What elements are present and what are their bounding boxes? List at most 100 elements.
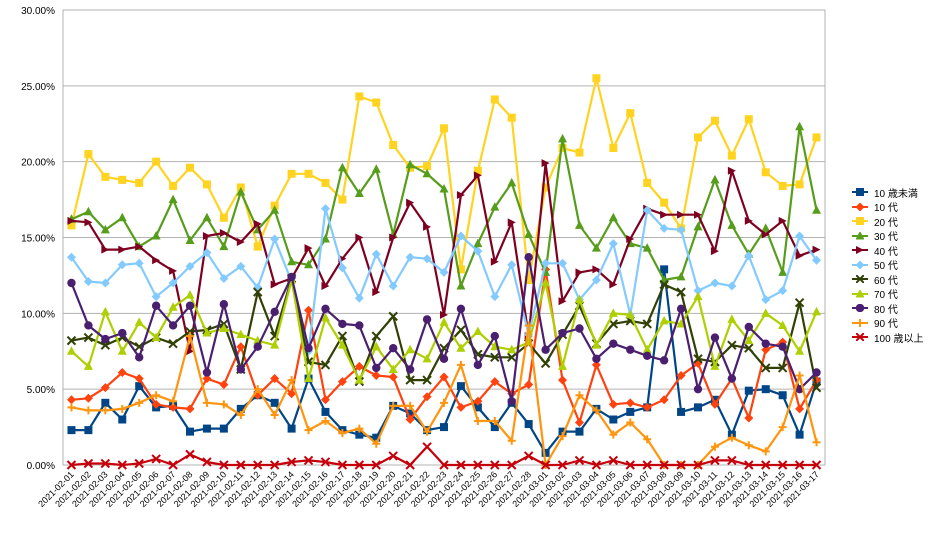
data-point <box>473 166 482 175</box>
legend-swatch <box>852 260 868 270</box>
data-point <box>100 278 110 288</box>
data-point <box>507 352 517 363</box>
data-point <box>219 400 228 409</box>
legend-marker <box>856 289 864 298</box>
data-point <box>677 210 686 219</box>
data-point <box>744 413 754 423</box>
data-point <box>422 353 432 363</box>
data-point <box>185 301 195 310</box>
data-point <box>541 345 550 354</box>
data-point <box>320 360 331 370</box>
data-point <box>304 344 313 353</box>
legend-marker-shape <box>856 188 864 197</box>
data-point <box>744 216 753 225</box>
data-point <box>795 404 805 414</box>
data-point <box>422 254 432 264</box>
data-point <box>151 230 161 240</box>
series-8 <box>67 253 821 406</box>
data-point <box>609 415 618 424</box>
data-point <box>135 178 144 187</box>
legend-item: 10 歳未満 <box>852 185 936 200</box>
data-point <box>507 436 516 445</box>
data-point <box>67 221 76 230</box>
data-point <box>456 343 466 352</box>
data-point <box>405 344 415 354</box>
data-point <box>642 243 652 252</box>
data-point <box>371 460 381 470</box>
legend-item: 20 代 <box>852 214 936 229</box>
data-point <box>591 340 601 349</box>
series-9 <box>67 321 821 469</box>
data-point <box>202 424 211 433</box>
data-point <box>558 375 568 385</box>
data-point <box>592 354 601 364</box>
data-point <box>236 329 246 339</box>
data-point <box>304 169 313 178</box>
data-point <box>168 338 178 349</box>
data-point <box>135 398 144 407</box>
data-point <box>778 423 787 432</box>
data-point <box>490 417 499 426</box>
data-point <box>219 300 229 309</box>
data-point <box>219 241 229 251</box>
data-point <box>558 427 567 436</box>
data-point <box>592 265 601 274</box>
legend-item: 90 代 <box>852 316 936 331</box>
data-point <box>303 455 314 466</box>
data-point <box>236 404 245 413</box>
data-point <box>135 242 144 251</box>
data-point <box>304 426 313 435</box>
data-point <box>795 430 804 439</box>
series-line <box>70 77 818 282</box>
legend-swatch <box>852 245 868 255</box>
data-point <box>388 372 398 382</box>
data-point <box>219 213 228 222</box>
data-point <box>642 319 652 329</box>
series-2 <box>67 74 821 284</box>
legend-item: 40 代 <box>852 243 936 258</box>
data-point <box>558 432 567 441</box>
data-point <box>626 407 635 416</box>
data-point <box>778 267 788 276</box>
data-point <box>117 212 127 222</box>
data-point <box>694 210 702 219</box>
data-point <box>608 212 618 222</box>
data-point <box>270 410 279 419</box>
data-point <box>761 363 771 373</box>
legend-swatch <box>852 303 868 313</box>
data-point <box>405 415 415 424</box>
data-point <box>744 386 753 395</box>
data-point <box>101 172 110 181</box>
data-point <box>101 406 110 415</box>
legend-label: 100 歳以上 <box>874 333 924 345</box>
data-point <box>84 406 93 415</box>
data-point <box>727 281 737 291</box>
data-point <box>66 252 76 262</box>
data-point <box>202 368 212 377</box>
data-point <box>524 321 533 330</box>
data-point <box>202 180 211 189</box>
data-point <box>304 244 313 253</box>
data-point <box>185 261 195 271</box>
data-point <box>117 367 127 377</box>
data-point <box>389 140 398 149</box>
legend-label: 90 代 <box>874 319 898 331</box>
data-point <box>371 341 381 351</box>
data-point <box>761 295 771 305</box>
data-point <box>83 206 93 216</box>
legend-marker <box>856 217 864 226</box>
data-point <box>388 451 398 461</box>
data-point <box>406 198 415 207</box>
data-point <box>660 210 669 219</box>
data-point <box>643 351 652 360</box>
data-point <box>473 360 483 370</box>
data-point <box>727 314 737 323</box>
data-point <box>287 389 297 399</box>
data-point <box>608 399 618 409</box>
data-point <box>626 418 635 427</box>
legend-item: 30 代 <box>852 229 936 243</box>
data-point <box>761 223 771 232</box>
data-point <box>100 458 111 469</box>
data-point <box>422 375 432 385</box>
